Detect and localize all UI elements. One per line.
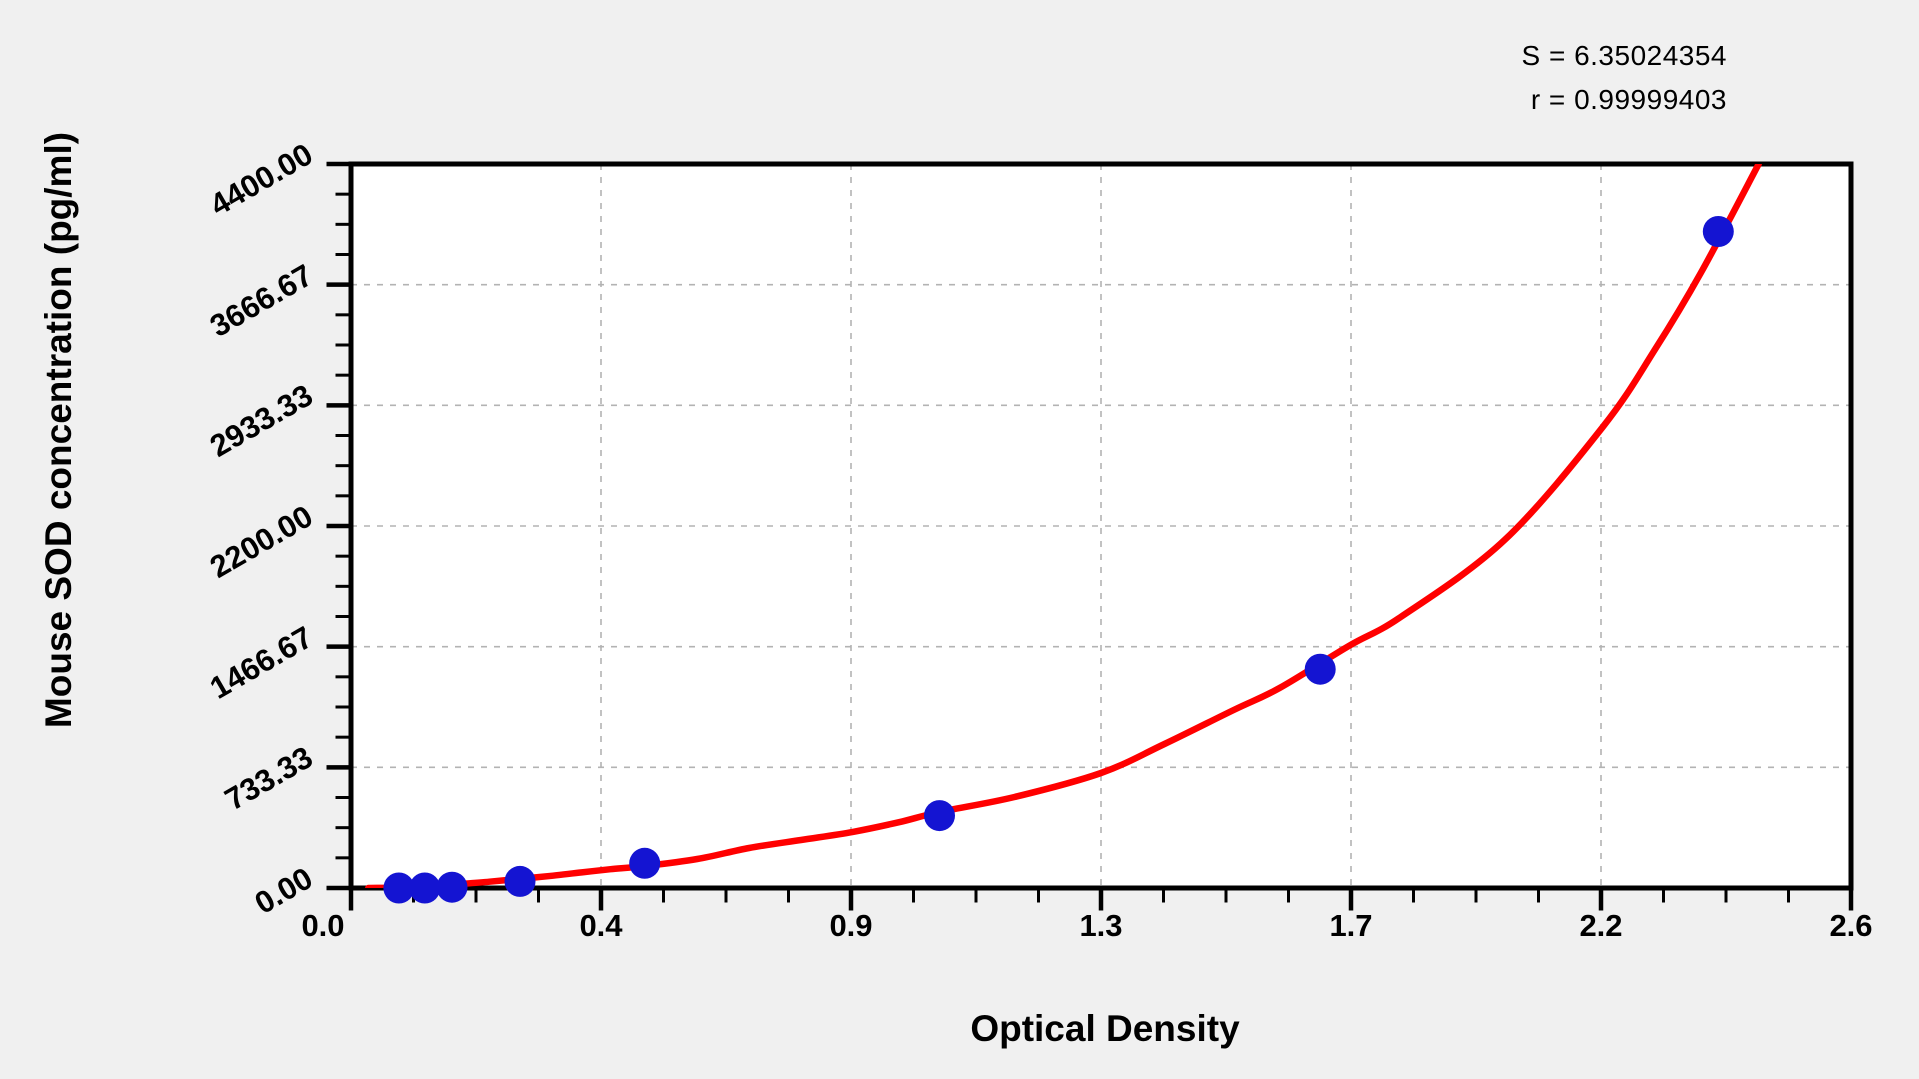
x-tick-label: 0.0	[301, 908, 345, 943]
fit-statistics: S = 6.35024354 r = 0.99999403	[1521, 34, 1727, 122]
data-points	[383, 216, 1734, 904]
gridlines	[351, 164, 1851, 888]
x-tick-label: 1.7	[1329, 908, 1373, 943]
fit-r-value: r = 0.99999403	[1530, 84, 1727, 115]
data-point	[409, 872, 441, 904]
data-point	[1304, 653, 1336, 685]
x-axis-title: Optical Density	[970, 1008, 1240, 1049]
data-point	[924, 800, 955, 832]
data-point	[436, 871, 468, 903]
data-point	[383, 872, 415, 904]
data-point	[1702, 216, 1734, 247]
x-tick-label: 1.3	[1079, 908, 1123, 943]
x-tick-label: 2.6	[1829, 908, 1873, 943]
y-axis-title: Mouse SOD concentration (pg/ml)	[38, 131, 79, 729]
x-tick-label: 2.2	[1579, 908, 1623, 943]
data-point	[629, 847, 661, 879]
axis-ticks	[326, 161, 1854, 911]
x-tick-label: 0.4	[579, 908, 623, 943]
x-tick-label: 0.9	[829, 908, 873, 943]
axis-frame	[348, 161, 1854, 891]
data-point	[504, 865, 536, 897]
fit-s-value: S = 6.35024354	[1521, 40, 1727, 71]
